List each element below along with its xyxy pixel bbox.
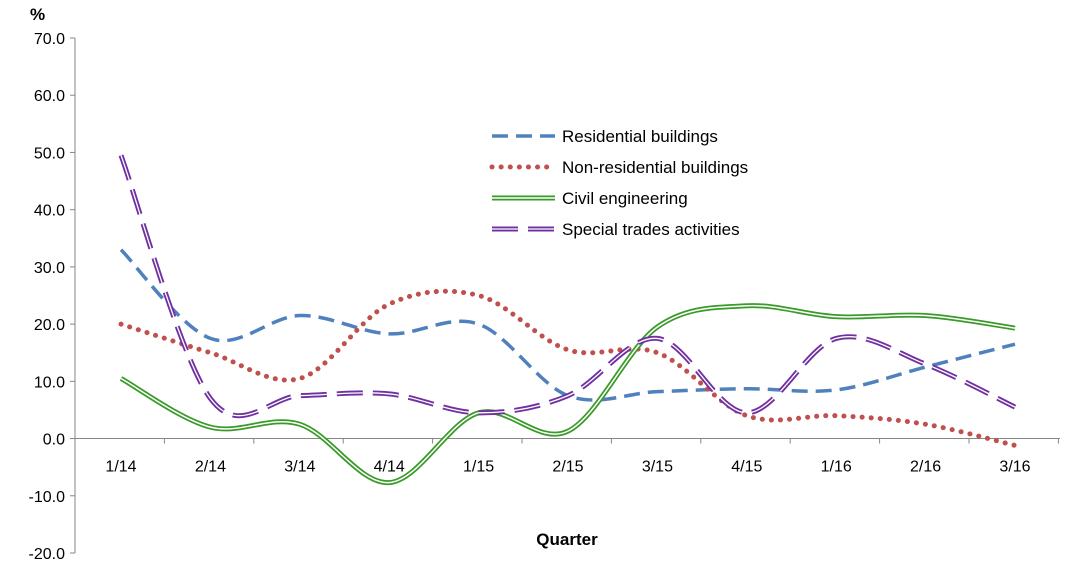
legend-label: Residential buildings	[562, 127, 718, 146]
y-tick-label: 30.0	[34, 260, 65, 277]
x-tick-label: 1/14	[105, 459, 136, 476]
legend-item-residential-buildings: Residential buildings	[492, 127, 718, 146]
x-tick-label: 4/15	[731, 459, 762, 476]
x-tick-label: 4/14	[374, 459, 405, 476]
y-tick-label: -20.0	[29, 546, 66, 563]
x-axis-title: Quarter	[536, 530, 598, 549]
y-tick-label: 60.0	[34, 88, 65, 105]
series-line-civil-engineering-inner	[120, 304, 1016, 484]
x-axis: 1/14 2/14 3/14 4/14 1/15 2/15 3/15 4/15 1/16 2/16…	[74, 438, 1060, 476]
legend-label: Civil engineering	[562, 189, 688, 208]
y-axis-title: %	[30, 5, 45, 24]
series-line-residential-buildings	[119, 248, 1016, 402]
x-tick-label: 2/14	[195, 459, 226, 476]
series-line-non-residential-buildings	[118, 288, 1018, 448]
y-tick-label: 10.0	[34, 374, 65, 391]
y-tick-label: 40.0	[34, 203, 65, 220]
y-tick-label: 20.0	[34, 317, 65, 334]
y-tick-label: 50.0	[34, 145, 65, 162]
x-tick-label: 3/16	[999, 459, 1030, 476]
x-tick-label: 2/15	[552, 459, 583, 476]
y-tick-label: 0.0	[43, 432, 65, 449]
legend-item-civil-engineering: Civil engineering	[492, 189, 688, 208]
y-tick-label: 70.0	[34, 31, 65, 48]
legend-item-special-trades-activities: Special trades activities	[492, 220, 740, 239]
legend-label: Special trades activities	[562, 220, 740, 239]
series-lines	[118, 154, 1018, 486]
x-tick-label: 3/14	[284, 459, 315, 476]
x-tick-label: 2/16	[910, 459, 941, 476]
x-tick-label: 3/15	[642, 459, 673, 476]
legend-item-non-residential-buildings: Non-residential buildings	[489, 158, 748, 177]
x-tick-label: 1/16	[821, 459, 852, 476]
y-tick-label: -10.0	[29, 489, 66, 506]
x-tick-label: 1/15	[463, 459, 494, 476]
legend: Residential buildings Non-residential bui…	[489, 127, 748, 239]
series-line-special-trades-activities-inner	[120, 155, 1016, 417]
legend-label: Non-residential buildings	[562, 158, 748, 177]
y-axis: -20.0 -10.0 0.0 10.0 20.0 30.0 40.0 50.0 60.0 70.…	[29, 31, 76, 563]
